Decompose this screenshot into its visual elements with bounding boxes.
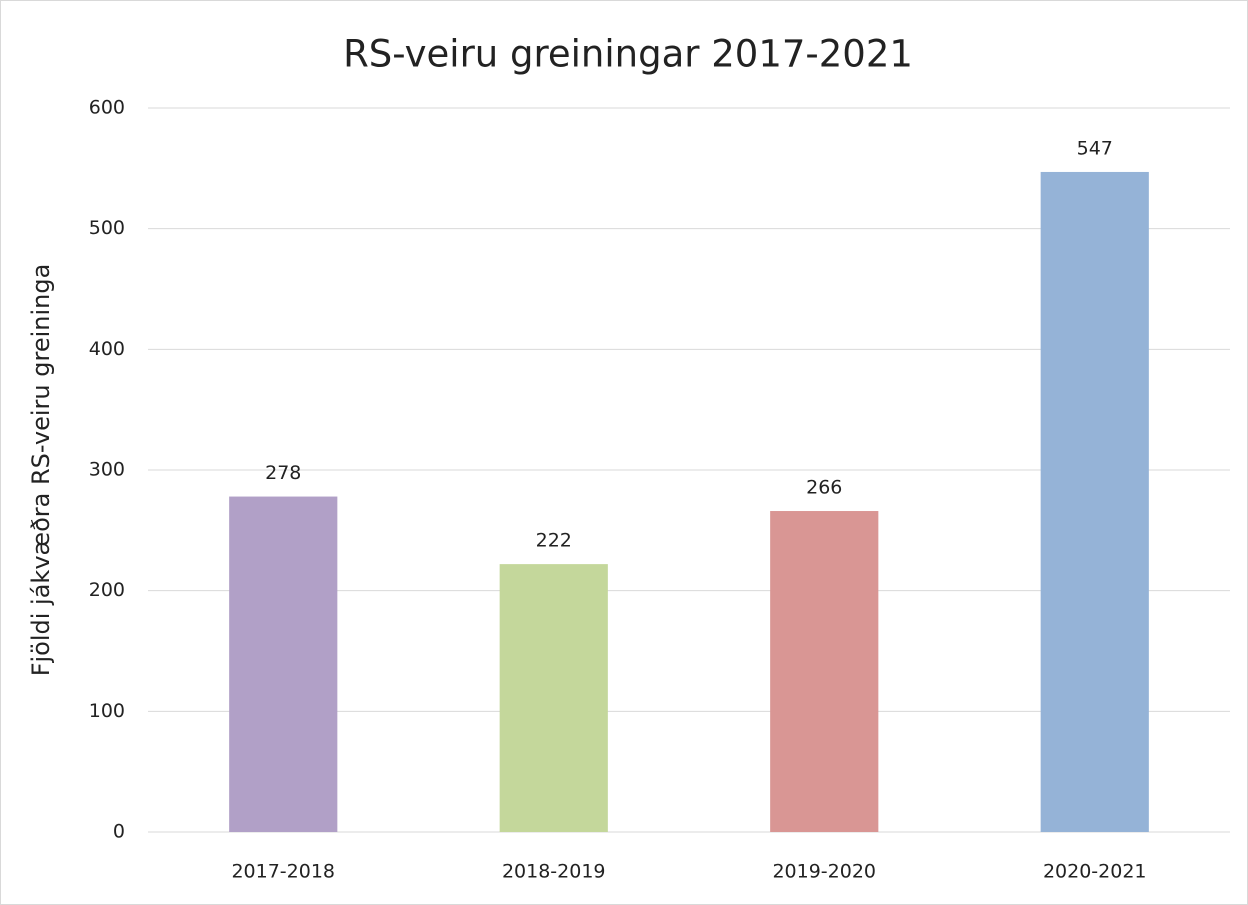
y-tick-label: 300	[89, 459, 125, 481]
bar	[499, 564, 608, 832]
x-tick-label: 2020-2021	[1043, 861, 1147, 883]
x-tick-label: 2018-2019	[502, 861, 606, 883]
y-axis-label: Fjöldi jákvæðra RS-veiru greininga	[27, 264, 55, 677]
y-tick-label: 0	[113, 821, 125, 843]
y-tick-label: 500	[89, 217, 125, 239]
x-tick-label: 2019-2020	[772, 861, 876, 883]
y-tick-label: 400	[89, 338, 125, 360]
data-label: 278	[265, 462, 301, 484]
data-label: 547	[1077, 137, 1113, 159]
data-label: 222	[536, 530, 572, 552]
y-tick-label: 200	[89, 579, 125, 601]
y-tick-label: 100	[89, 700, 125, 722]
y-tick-label: 600	[89, 97, 125, 119]
data-label: 266	[806, 477, 842, 499]
bar	[1040, 171, 1149, 832]
bar	[770, 511, 879, 832]
x-tick-label: 2017-2018	[231, 861, 335, 883]
chart-title: RS-veiru greiningar 2017-2021	[343, 33, 913, 76]
bar	[229, 496, 338, 832]
